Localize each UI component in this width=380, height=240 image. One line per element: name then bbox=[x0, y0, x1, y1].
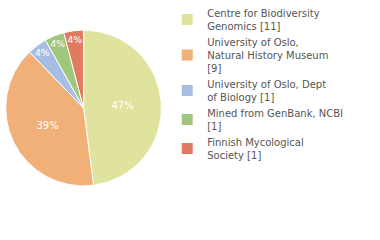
svg-text:47%: 47% bbox=[111, 100, 133, 111]
svg-text:University of Oslo, Deptof Bio: University of Oslo, Deptof Biology [1] bbox=[207, 79, 326, 103]
svg-text:39%: 39% bbox=[36, 120, 58, 131]
svg-text:University of Oslo,Natural His: University of Oslo,Natural History Museu… bbox=[207, 37, 328, 74]
svg-text:Finnish MycologicalSociety [1]: Finnish MycologicalSociety [1] bbox=[207, 137, 304, 161]
svg-text:Centre for BiodiversityGenomic: Centre for BiodiversityGenomics [11] bbox=[207, 8, 320, 32]
svg-text:Mined from GenBank, NCBI[1]: Mined from GenBank, NCBI[1] bbox=[207, 108, 343, 132]
svg-text:4%: 4% bbox=[50, 39, 65, 49]
svg-text:4%: 4% bbox=[68, 35, 83, 45]
svg-text:4%: 4% bbox=[35, 48, 50, 58]
